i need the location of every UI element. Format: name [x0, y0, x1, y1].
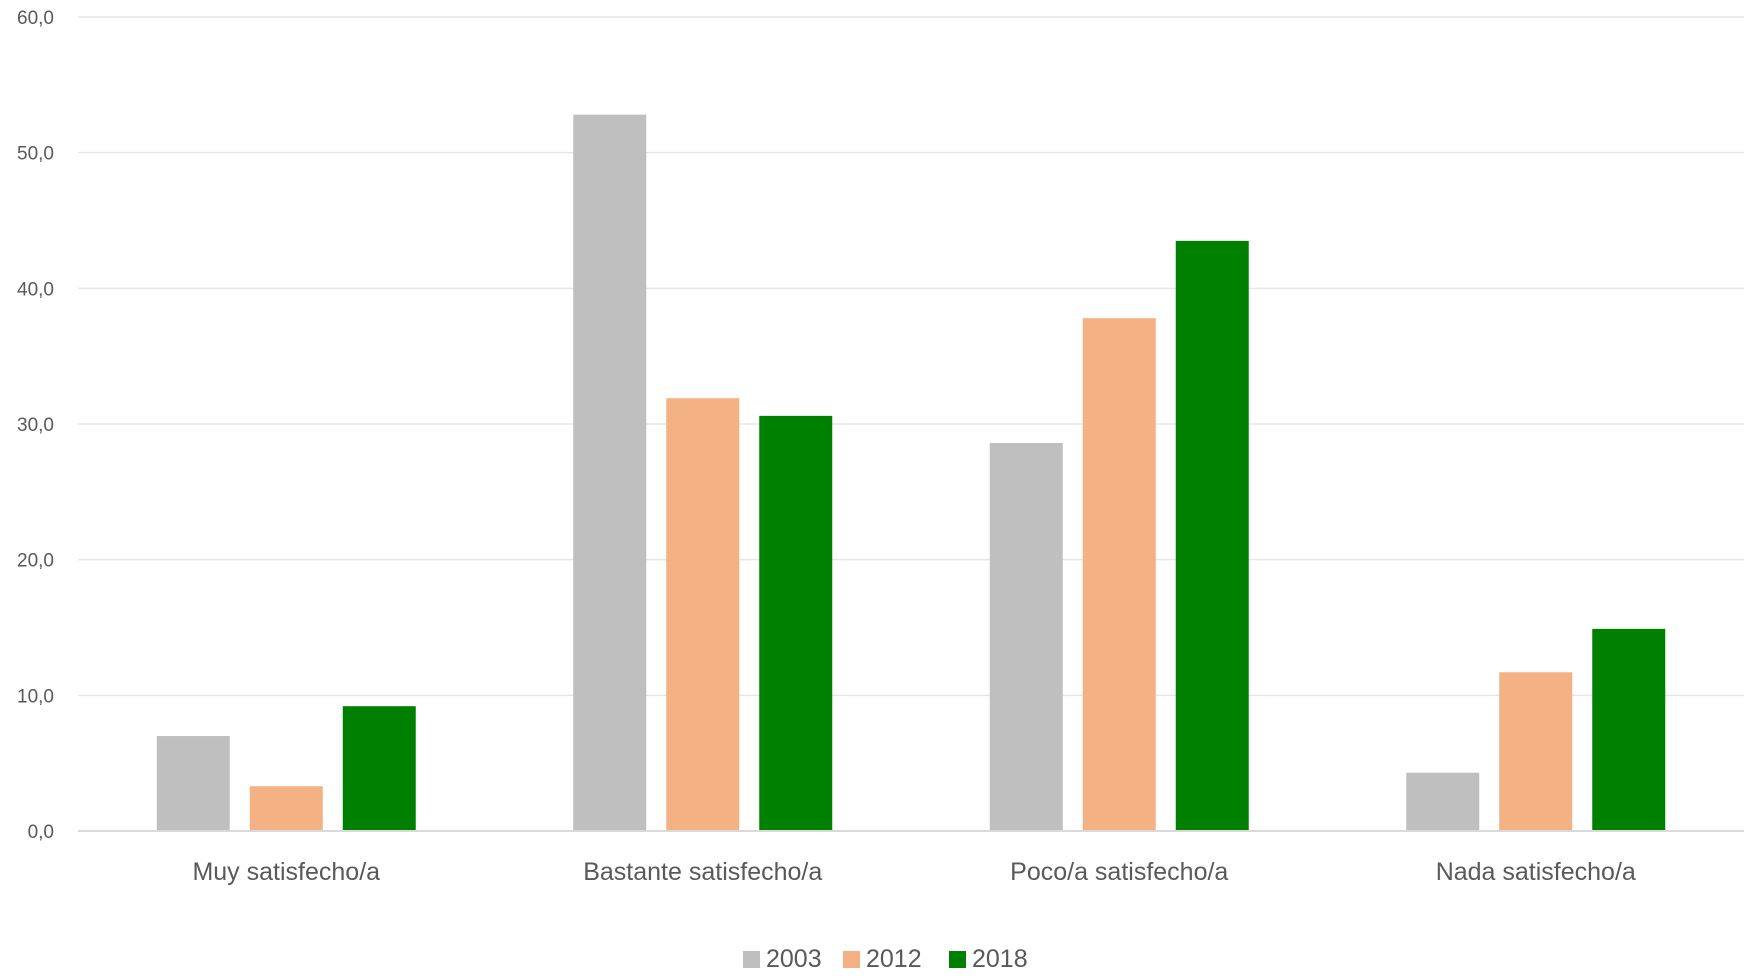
- bar-2012-2: [1082, 318, 1156, 831]
- bar-2003-1: [573, 114, 647, 832]
- bar-2018-2: [1175, 240, 1249, 832]
- y-tick-label: 40,0: [17, 279, 54, 300]
- bar-2003-0: [156, 736, 230, 831]
- y-tick-label: 20,0: [17, 551, 54, 572]
- legend-label: 2012: [866, 945, 922, 973]
- y-tick-label: 10,0: [17, 686, 54, 707]
- x-category-label: Nada satisfecho/a: [1436, 858, 1636, 886]
- bar-2003-3: [1406, 772, 1480, 831]
- bar-2018-0: [342, 706, 416, 831]
- bars: [156, 114, 1666, 832]
- bar-2003-2: [989, 442, 1063, 831]
- legend-swatch-2012: [843, 951, 860, 968]
- bar-2018-1: [759, 415, 833, 831]
- legend: 2003 2012 2018: [743, 945, 1028, 973]
- y-axis-tick-labels: 0,0 10,0 20,0 30,0 40,0 50,0 60,0: [17, 8, 54, 843]
- bar-2012-1: [666, 398, 740, 831]
- y-tick-label: 60,0: [17, 8, 54, 29]
- bar-2012-0: [249, 786, 323, 831]
- x-category-label: Bastante satisfecho/a: [583, 858, 822, 886]
- y-tick-label: 0,0: [28, 822, 54, 843]
- legend-swatch-2003: [743, 951, 760, 968]
- y-tick-label: 50,0: [17, 144, 54, 165]
- x-category-label: Muy satisfecho/a: [192, 858, 380, 886]
- x-axis-category-labels: Muy satisfecho/a Bastante satisfecho/a Poc…: [192, 858, 1635, 886]
- gridlines: [78, 16, 1744, 697]
- legend-label: 2018: [972, 945, 1028, 973]
- bar-2012-3: [1499, 672, 1573, 831]
- x-category-label: Poco/a satisfecho/a: [1010, 858, 1228, 886]
- legend-swatch-2018: [949, 951, 966, 968]
- legend-label: 2003: [766, 945, 822, 973]
- y-tick-label: 30,0: [17, 415, 54, 436]
- bar-2018-3: [1592, 628, 1666, 831]
